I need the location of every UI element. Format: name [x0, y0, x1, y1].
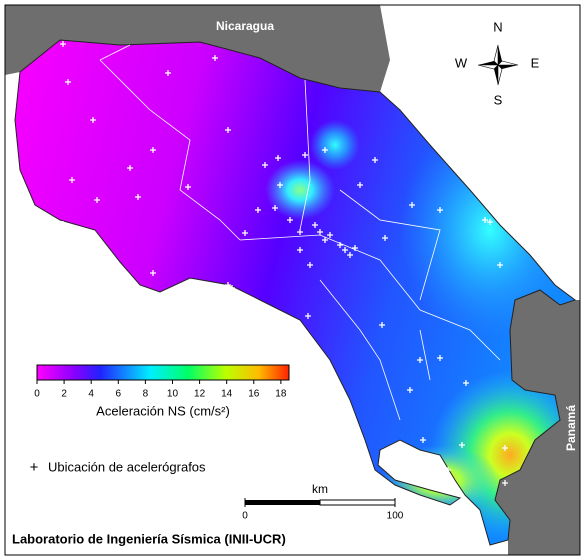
station: [297, 247, 303, 253]
legend-label: Ubicación de acelerógrafos: [48, 459, 206, 474]
station: [272, 205, 278, 211]
station: [60, 221, 66, 227]
station: [342, 247, 348, 253]
colorbar-tick-label: 14: [221, 389, 233, 400]
station: [482, 217, 488, 223]
station: [65, 79, 71, 85]
station: [307, 262, 313, 268]
station: [372, 157, 378, 163]
station: [150, 270, 156, 276]
province-borders: [99, 44, 501, 421]
compass-s: S: [494, 92, 503, 107]
colorbar-tick-label: 10: [167, 389, 179, 400]
station: [90, 117, 96, 123]
station: [327, 232, 333, 238]
land-south: [495, 290, 580, 555]
station: [442, 477, 448, 483]
frame: [4, 4, 581, 556]
station: [165, 70, 171, 76]
legend-marker: +: [30, 459, 39, 476]
colorbar: Aceleración NS (cm/s²) 0 2 4 6 8 10 12 14 16 18: [34, 364, 290, 418]
station: [262, 162, 268, 168]
station: [242, 230, 248, 236]
colorbar-ramp: [36, 364, 290, 381]
colorbar-label: Aceleración NS (cm/s²): [96, 403, 230, 418]
compass-e: E: [531, 55, 540, 70]
station: [459, 442, 465, 448]
station: [127, 165, 133, 171]
colorbar-tick-label: 8: [143, 389, 149, 400]
station: [305, 313, 311, 319]
station: [502, 480, 508, 486]
colorbar-tick-label: 18: [275, 389, 287, 400]
station: [322, 147, 328, 153]
station: [407, 387, 413, 393]
colorbar-tick-label: 6: [116, 389, 122, 400]
colorbar-tick-label: 16: [248, 389, 260, 400]
station: [277, 182, 283, 188]
country-label: Nicaragua: [216, 19, 274, 33]
station: [225, 282, 231, 288]
station: [409, 202, 415, 208]
station: [287, 217, 293, 223]
station: [322, 237, 328, 243]
station: [297, 229, 303, 235]
station: [352, 245, 358, 251]
station: [225, 127, 231, 133]
compass: N W E S: [455, 19, 540, 107]
station: [437, 355, 443, 361]
scale-tick-label: 0: [242, 511, 248, 522]
station: [317, 229, 323, 235]
station: [185, 184, 191, 190]
footer: Laboratorio de Ingeniería Sísmica (INII-…: [12, 531, 286, 546]
colorbar-tick-label: 0: [34, 389, 40, 400]
station: [502, 445, 508, 451]
station: [212, 55, 218, 61]
stations: [60, 41, 508, 486]
colorbar-tick-label: 2: [61, 389, 67, 400]
station: [417, 357, 423, 363]
station: [337, 242, 343, 248]
colorbar-tick-label: 4: [88, 389, 94, 400]
country-label: Panamá: [564, 405, 578, 451]
station: [347, 252, 353, 258]
station: [437, 207, 443, 213]
compass-w: W: [455, 55, 468, 70]
station: [420, 437, 426, 443]
station: [487, 219, 493, 225]
station: [135, 194, 141, 200]
station: [69, 177, 75, 183]
scale-bar: km 0 100: [242, 482, 404, 521]
compass-rose: [477, 44, 519, 86]
scale-segment: [319, 499, 396, 506]
colorbar-tick-label: 12: [194, 389, 206, 400]
compass-n: N: [493, 19, 502, 34]
station: [94, 197, 100, 203]
station: [497, 262, 503, 268]
station: [312, 222, 318, 228]
station: [445, 467, 451, 473]
station: [379, 322, 385, 328]
station: [229, 285, 235, 291]
station: [150, 147, 156, 153]
station: [357, 182, 363, 188]
station: [302, 152, 308, 158]
station: [463, 380, 469, 386]
field-north: [310, 120, 360, 170]
field-center: [265, 160, 335, 220]
station: [275, 155, 281, 161]
scale-unit: km: [312, 482, 328, 496]
scale-segment: [245, 500, 320, 505]
station: [382, 235, 388, 241]
scale-tick-label: 100: [387, 511, 404, 522]
station: [60, 41, 66, 47]
station: [255, 207, 261, 213]
land-north: [5, 5, 390, 92]
